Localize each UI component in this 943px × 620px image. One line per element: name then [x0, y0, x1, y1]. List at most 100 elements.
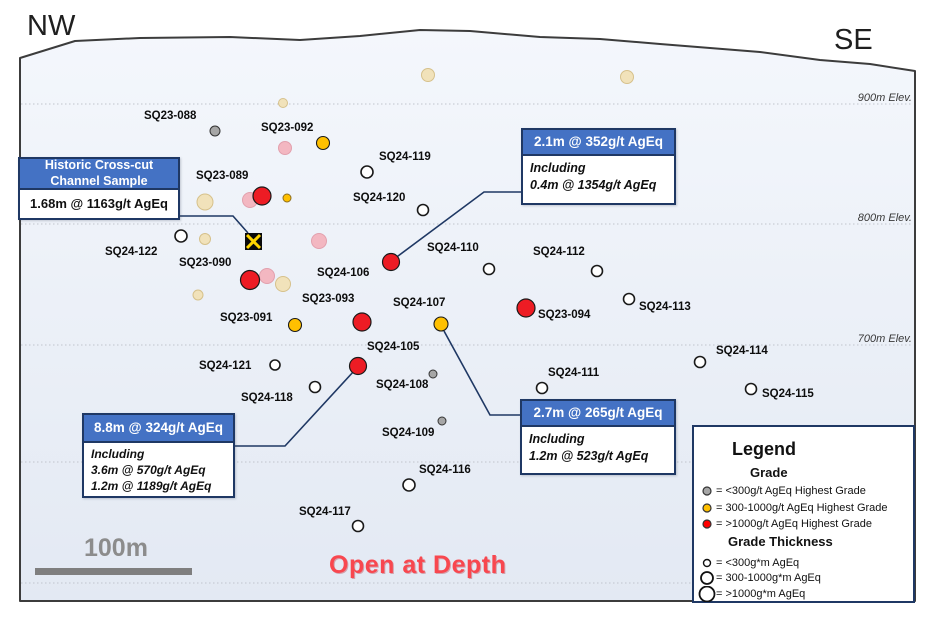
leader-line-historic-channel-sample	[180, 215, 249, 234]
drillhole-sq24-111	[535, 381, 549, 395]
callout-historic-channel-sample: Historic Cross-cut Channel Sample 1.68m @ …	[18, 157, 180, 220]
label-sq23-089: SQ23-089	[196, 170, 249, 182]
gray-grade-dot-icon	[698, 483, 716, 499]
legend-item-text: = <300g*m AgEq	[716, 557, 800, 569]
callout-intercept-sq24-107: 2.7m @ 265g/t AgEq Including 1.2m @ 523g/t…	[520, 399, 676, 475]
drillhole-sq24-114	[693, 355, 707, 369]
callout-header-line: 2.1m @ 352g/t AgEq	[534, 133, 663, 149]
callout-body-line: Including	[91, 447, 145, 461]
historic-sample-dot-8	[199, 233, 211, 245]
legend-heading-grade: Grade	[750, 465, 788, 480]
callout-body-intercept-sq24-106: Including 0.4m @ 1354g/t AgEq	[521, 156, 676, 205]
section-outline	[19, 29, 916, 602]
historic-sample-dot-12	[192, 289, 204, 301]
orientation-nw: NW	[27, 10, 76, 42]
historic-sample-dot-7	[282, 193, 292, 203]
drillhole-sq23-091	[287, 317, 303, 333]
drillhole-sq24-121	[269, 359, 281, 371]
label-sq24-116: SQ24-116	[419, 464, 471, 476]
drillhole-sq23-089	[252, 186, 272, 206]
label-sq24-108: SQ24-108	[376, 379, 429, 391]
label-sq24-113: SQ24-113	[639, 301, 691, 313]
legend-item-text: = >1000g*m AgEq	[716, 588, 806, 600]
drillhole-sq24-105	[348, 356, 368, 376]
callout-intercept-sq24-105: 8.8m @ 324g/t AgEq Including 3.6m @ 570g/t…	[82, 413, 235, 498]
elevation-label-3: 700m Elev.	[857, 333, 912, 345]
scale-bar	[35, 568, 192, 575]
historic-sample-dot-5	[196, 193, 214, 211]
drillhole-sq24-118	[308, 380, 322, 394]
callout-header-intercept-sq24-107: 2.7m @ 265g/t AgEq	[520, 399, 676, 427]
callout-header-intercept-sq24-106: 2.1m @ 352g/t AgEq	[521, 128, 676, 156]
label-sq24-105: SQ24-105	[367, 341, 420, 353]
legend-item-text: = 300-1000g/t AgEq Highest Grade	[716, 502, 888, 514]
legend-item-1-2: = >1000g*m AgEq	[698, 586, 805, 602]
drillhole-sq23-093	[352, 312, 372, 332]
historic-sample-dot-11	[275, 276, 291, 292]
drillhole-sq24-122	[174, 229, 188, 243]
drillhole-sq24-120	[416, 203, 430, 217]
open-circle-icon	[698, 570, 716, 586]
drillhole-sq23-090	[239, 269, 261, 291]
historic-sample-dot-2	[620, 70, 634, 84]
legend-title: Legend	[732, 439, 797, 459]
open-circle-icon	[698, 555, 716, 571]
label-sq24-115: SQ24-115	[762, 388, 814, 400]
crosscut-marker-icon	[245, 233, 262, 250]
callout-header-line: 2.7m @ 265g/t AgEq	[533, 404, 663, 420]
callout-header-line: 8.8m @ 324g/t AgEq	[94, 419, 223, 435]
label-sq23-092: SQ23-092	[261, 122, 314, 134]
callout-body-intercept-sq24-107: Including 1.2m @ 523g/t AgEq	[520, 427, 676, 475]
legend: Legend Grade = <300g/t AgEq Highest Grade…	[692, 425, 915, 603]
callout-header-line: Channel Sample	[50, 173, 148, 188]
callout-body-line: Including	[529, 432, 585, 446]
callout-header-intercept-sq24-105: 8.8m @ 324g/t AgEq	[82, 413, 235, 443]
drillhole-sq23-088	[209, 125, 221, 137]
legend-item-1-1: = 300-1000g*m AgEq	[698, 570, 821, 586]
callout-header-historic-channel-sample: Historic Cross-cut Channel Sample	[18, 157, 180, 190]
open-at-depth-note: Open at Depth	[329, 551, 507, 579]
leader-line-intercept-sq24-107	[443, 330, 520, 416]
legend-item-0-2: = >1000g/t AgEq Highest Grade	[698, 516, 872, 532]
label-sq24-110: SQ24-110	[427, 242, 479, 254]
callout-body-line: 1.2m @ 1189g/t AgEq	[91, 478, 212, 493]
scale-bar-label: 100m	[84, 534, 148, 562]
drillhole-sq24-119	[360, 165, 374, 179]
legend-item-1-0: = <300g*m AgEq	[698, 555, 799, 571]
historic-sample-dot-9	[311, 233, 327, 249]
legend-item-0-1: = 300-1000g/t AgEq Highest Grade	[698, 500, 888, 516]
callout-body-line: 0.4m @ 1354g/t AgEq	[530, 177, 657, 192]
callout-intercept-sq24-106: 2.1m @ 352g/t AgEq Including 0.4m @ 1354g/…	[521, 128, 676, 205]
label-sq24-112: SQ24-112	[533, 246, 585, 258]
drillhole-sq24-115	[744, 382, 758, 396]
label-sq24-117: SQ24-117	[299, 506, 351, 518]
label-sq24-118: SQ24-118	[241, 392, 293, 404]
drillhole-sq24-110	[482, 262, 496, 276]
label-sq24-114: SQ24-114	[716, 345, 768, 357]
drillhole-sq24-112	[590, 264, 604, 278]
legend-heading-grade-thickness: Grade Thickness	[728, 534, 833, 549]
drillhole-sq24-108	[428, 369, 438, 379]
label-sq23-093: SQ23-093	[302, 293, 355, 305]
drillhole-sq23-094	[516, 298, 536, 318]
legend-item-text: = >1000g/t AgEq Highest Grade	[716, 518, 872, 530]
open-circle-icon	[698, 586, 716, 602]
callout-body-line: Including	[530, 161, 586, 175]
callout-body-line: 1.2m @ 523g/t AgEq	[529, 448, 649, 463]
label-sq24-121: SQ24-121	[199, 360, 252, 372]
orange-grade-dot-icon	[698, 500, 716, 516]
legend-item-text: = 300-1000g*m AgEq	[716, 572, 821, 584]
leader-line-intercept-sq24-106	[393, 191, 521, 260]
drillhole-sq24-116	[402, 478, 416, 492]
elevation-label-2: 800m Elev.	[857, 212, 912, 224]
drillhole-sq24-113	[622, 292, 636, 306]
drillhole-sq24-107	[433, 316, 449, 332]
historic-sample-dot-10	[259, 268, 275, 284]
callout-body-historic-channel-sample: 1.68m @ 1163g/t AgEq	[18, 190, 180, 220]
label-sq23-090: SQ23-090	[179, 257, 232, 269]
label-sq24-111: SQ24-111	[548, 367, 600, 379]
red-grade-dot-icon	[698, 516, 716, 532]
label-sq24-106: SQ24-106	[317, 267, 370, 279]
historic-sample-dot-4	[278, 141, 292, 155]
